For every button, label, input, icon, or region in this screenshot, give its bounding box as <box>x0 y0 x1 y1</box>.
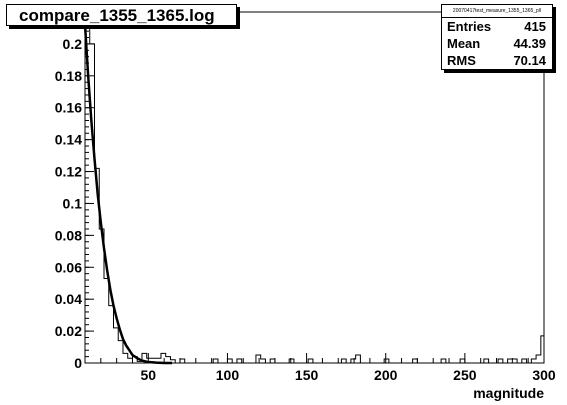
y-tick-label: 0.14 <box>55 132 82 148</box>
x-tick-label: 100 <box>216 367 240 383</box>
y-tick-label: 0.12 <box>55 164 82 180</box>
y-tick-label: 0.06 <box>55 259 82 275</box>
stats-entries-row: Entries 415 <box>442 18 552 35</box>
stats-mean-value: 44.39 <box>513 36 546 51</box>
stats-rms-label: RMS <box>447 53 476 68</box>
y-tick-label: 0 <box>74 355 82 371</box>
y-tick-label: 0.16 <box>55 100 82 116</box>
x-tick-label: 50 <box>141 367 157 383</box>
chart-title: compare_1355_1365.log <box>6 4 237 26</box>
stats-entries-label: Entries <box>447 19 492 34</box>
y-axis: 0 0.02 0.04 0.06 0.08 0.1 0.12 0.14 0.16 0.18 0.2 <box>55 11 94 371</box>
stats-mean-row: Mean 44.39 <box>442 35 552 52</box>
y-tick-label: 0.04 <box>55 291 82 307</box>
stats-entries-value: 415 <box>524 19 546 34</box>
x-tick-label: 250 <box>453 367 477 383</box>
stats-histogram-name: 20070417test_measure_1355_1365_pll <box>442 5 552 18</box>
stats-rms-row: RMS 70.14 <box>442 52 552 69</box>
y-tick-label: 0.2 <box>63 36 83 52</box>
stats-box: 20070417test_measure_1355_1365_pll Entri… <box>441 4 553 70</box>
stats-mean-label: Mean <box>447 36 481 51</box>
fit-curve <box>83 24 173 365</box>
x-axis: 50 100 150 200 250 300 <box>84 353 556 383</box>
stats-rms-value: 70.14 <box>513 53 546 68</box>
y-tick-label: 0.18 <box>55 68 82 84</box>
y-tick-label: 0.08 <box>55 227 82 243</box>
x-tick-label: 150 <box>295 367 319 383</box>
x-axis-label: magnitude <box>473 385 544 401</box>
y-tick-label: 0.02 <box>55 323 82 339</box>
x-tick-label: 200 <box>374 367 398 383</box>
y-tick-label: 0.1 <box>63 195 83 211</box>
x-tick-label: 300 <box>532 367 556 383</box>
histogram-bars <box>84 22 545 364</box>
